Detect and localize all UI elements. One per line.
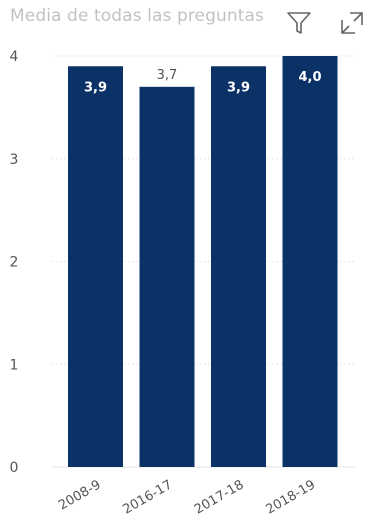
data-label: 3,9 bbox=[84, 80, 107, 95]
x-tick-label: 2008-9 bbox=[56, 477, 103, 513]
chart-title: Media de todas las preguntas bbox=[10, 6, 264, 26]
focus-mode-icon[interactable] bbox=[339, 10, 365, 40]
y-tick-label: 3 bbox=[10, 152, 19, 168]
data-label: 4,0 bbox=[298, 70, 321, 85]
y-axis: 0 1 2 3 4 bbox=[10, 49, 19, 476]
x-tick-label: 2018-19 bbox=[263, 477, 318, 517]
data-labels: 3,9 3,7 3,9 4,0 bbox=[84, 68, 322, 95]
y-tick-label: 4 bbox=[10, 49, 19, 65]
y-tick-label: 0 bbox=[10, 460, 19, 476]
x-tick-label: 2017-18 bbox=[192, 477, 247, 517]
bar-2017-18[interactable] bbox=[211, 66, 266, 468]
bars[interactable] bbox=[68, 56, 338, 468]
y-tick-label: 1 bbox=[10, 357, 19, 373]
bar-2016-17[interactable] bbox=[139, 86, 195, 467]
bar-2008-9[interactable] bbox=[68, 66, 123, 468]
data-label: 3,9 bbox=[227, 80, 250, 95]
y-tick-label: 2 bbox=[10, 255, 19, 271]
bar-2018-19[interactable] bbox=[282, 56, 338, 467]
x-axis: 2008-9 2016-17 2017-18 2018-19 bbox=[56, 477, 318, 517]
data-label: 3,7 bbox=[157, 68, 178, 83]
filter-icon[interactable] bbox=[286, 10, 312, 40]
x-tick-label: 2016-17 bbox=[120, 477, 175, 517]
